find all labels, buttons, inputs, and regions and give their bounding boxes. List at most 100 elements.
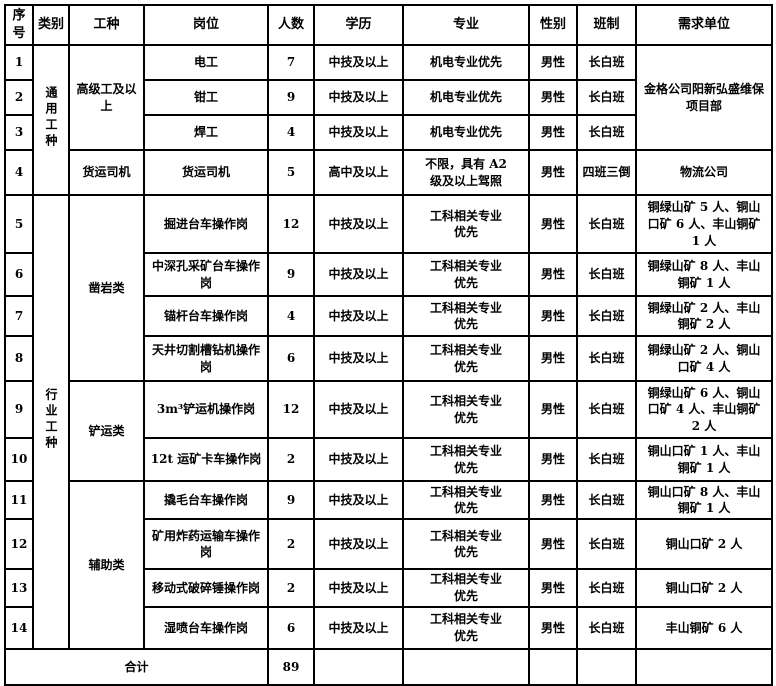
count-cell: 5: [267, 149, 315, 197]
unit-cell: 铜绿山矿 2 人、丰山铜矿 2 人: [635, 295, 773, 338]
unit-cell-general: 金格公司阳新弘盛维保项目部: [635, 44, 773, 152]
major-text: 工科相关专业优先: [429, 343, 502, 374]
major-cell: 工科相关专业优先: [402, 295, 530, 338]
table-row: 7 锚杆台车操作岗 4 中技及以上 工科相关专业优先 男性 长白班 铜绿山矿 2…: [4, 295, 773, 338]
education-cell: 中技及以上: [313, 194, 404, 255]
count-cell: 2: [267, 437, 315, 483]
category-label: 行业工种: [44, 387, 58, 452]
recruitment-table: 序号 类别 工种 岗位 人数 学历 专业 性别 班制 需求单位 1 通用工种 高…: [4, 3, 773, 686]
position-cell: 电工: [143, 44, 269, 82]
major-text: 机电专业优先: [429, 125, 502, 140]
unit-cell: 丰山铜矿 6 人: [635, 605, 773, 650]
count-cell: 9: [267, 252, 315, 298]
position-cell: 货运司机: [143, 149, 269, 197]
category-cell-industry: 行业工种: [32, 194, 70, 650]
unit-cell: 铜山口矿 2 人: [635, 568, 773, 608]
shift-cell: 长白班: [576, 437, 637, 483]
header-category: 类别: [32, 3, 70, 47]
total-count-cell: 89: [267, 647, 315, 686]
unit-cell: 铜绿山矿 5 人、铜山口矿 6 人、丰山铜矿 1 人: [635, 194, 773, 255]
count-cell: 9: [267, 79, 315, 117]
education-cell: 中技及以上: [313, 295, 404, 338]
major-cell: 机电专业优先: [402, 79, 530, 117]
seq-cell: 14: [4, 605, 34, 650]
major-text: 工科相关专业优先: [429, 259, 502, 290]
count-cell: 6: [267, 335, 315, 383]
unit-cell: 铜山口矿 2 人: [635, 518, 773, 571]
unit-cell: 铜山口矿 1 人、丰山铜矿 1 人: [635, 437, 773, 483]
category-label: 通用工种: [44, 85, 58, 150]
education-cell: 中技及以上: [313, 605, 404, 650]
empty-cell: [313, 647, 404, 686]
table-row: 8 天井切割槽钻机操作岗 6 中技及以上 工科相关专业优先 男性 长白班 铜绿山…: [4, 335, 773, 383]
education-cell: 中技及以上: [313, 518, 404, 571]
table-row: 5 行业工种 凿岩类 掘进台车操作岗 12 中技及以上 工科相关专业优先 男性 …: [4, 194, 773, 650]
major-text: 工科相关专业优先: [429, 528, 502, 560]
shift-cell: 长白班: [576, 79, 637, 117]
education-cell: 中技及以上: [313, 480, 404, 521]
major-cell: 机电专业优先: [402, 114, 530, 152]
shift-cell: 长白班: [576, 252, 637, 298]
total-row: 合计 89: [4, 647, 773, 686]
shift-cell: 长白班: [576, 194, 637, 255]
seq-cell: 12: [4, 518, 34, 571]
education-cell: 中技及以上: [313, 437, 404, 483]
gender-cell: 男性: [528, 194, 578, 255]
seq-cell: 4: [4, 149, 34, 197]
gender-cell: 男性: [528, 295, 578, 338]
major-text: 工科相关专业优先: [429, 572, 502, 604]
worktype-cell-senior: 高级工及以上: [68, 44, 145, 152]
unit-cell: 铜山口矿 8 人、丰山铜矿 1 人: [635, 480, 773, 521]
table-row: 11 辅助类 撬毛台车操作岗 9 中技及以上 工科相关专业优先 男性 长白班 铜…: [4, 480, 773, 650]
major-cell: 工科相关专业优先: [402, 518, 530, 571]
major-text: 工科相关专业优先: [429, 484, 502, 516]
gender-cell: 男性: [528, 480, 578, 521]
gender-cell: 男性: [528, 114, 578, 152]
header-major: 专业: [402, 3, 530, 47]
education-cell: 高中及以上: [313, 149, 404, 197]
table-row: 12 矿用炸药运输车操作岗 2 中技及以上 工科相关专业优先 男性 长白班 铜山…: [4, 518, 773, 571]
education-cell: 中技及以上: [313, 114, 404, 152]
education-cell: 中技及以上: [313, 252, 404, 298]
education-cell: 中技及以上: [313, 79, 404, 117]
major-cell: 工科相关专业优先: [402, 335, 530, 383]
count-cell: 12: [267, 380, 315, 440]
table-row: 14 湿喷台车操作岗 6 中技及以上 工科相关专业优先 男性 长白班 丰山铜矿 …: [4, 605, 773, 650]
position-cell: 钳工: [143, 79, 269, 117]
empty-cell: [402, 647, 530, 686]
table-row: 13 移动式破碎锤操作岗 2 中技及以上 工科相关专业优先 男性 长白班 铜山口…: [4, 568, 773, 608]
gender-cell: 男性: [528, 149, 578, 197]
seq-cell: 3: [4, 114, 34, 152]
position-cell: 3m³铲运机操作岗: [143, 380, 269, 440]
header-count: 人数: [267, 3, 315, 47]
shift-cell: 长白班: [576, 114, 637, 152]
position-cell: 撬毛台车操作岗: [143, 480, 269, 521]
header-shift: 班制: [576, 3, 637, 47]
count-cell: 2: [267, 518, 315, 571]
major-text: 机电专业优先: [429, 55, 502, 70]
header-education: 学历: [313, 3, 404, 47]
position-cell: 移动式破碎锤操作岗: [143, 568, 269, 608]
position-cell: 12t 运矿卡车操作岗: [143, 437, 269, 483]
major-text: 工科相关专业优先: [429, 444, 502, 475]
seq-cell: 7: [4, 295, 34, 338]
major-text: 不限，具有 A2 级及以上驾照: [425, 157, 507, 188]
count-cell: 9: [267, 480, 315, 521]
education-cell: 中技及以上: [313, 44, 404, 82]
seq-cell: 8: [4, 335, 34, 383]
shift-cell: 长白班: [576, 568, 637, 608]
education-cell: 中技及以上: [313, 335, 404, 383]
education-cell: 中技及以上: [313, 568, 404, 608]
position-cell: 天井切割槽钻机操作岗: [143, 335, 269, 383]
gender-cell: 男性: [528, 44, 578, 82]
category-cell-general: 通用工种: [32, 44, 70, 197]
seq-cell: 10: [4, 437, 34, 483]
table-row: 2 钳工 9 中技及以上 机电专业优先 男性 长白班: [4, 79, 772, 117]
major-cell: 工科相关专业优先: [402, 480, 530, 521]
major-cell: 工科相关专业优先: [402, 194, 530, 255]
header-position: 岗位: [143, 3, 269, 47]
major-cell: 工科相关专业优先: [402, 252, 530, 298]
gender-cell: 男性: [528, 605, 578, 650]
empty-cell: [528, 647, 578, 686]
